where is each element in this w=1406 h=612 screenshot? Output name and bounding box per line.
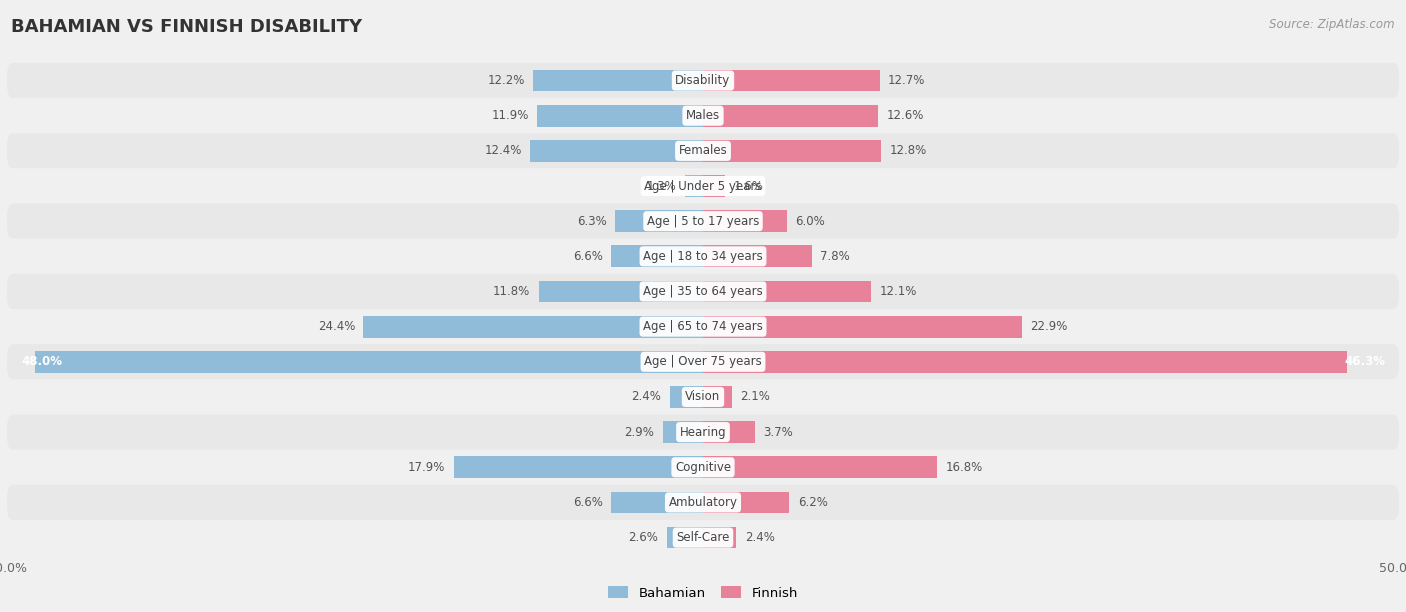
Text: 2.9%: 2.9% xyxy=(624,425,654,439)
Bar xyxy=(703,421,755,443)
Text: 2.4%: 2.4% xyxy=(631,390,661,403)
Text: 6.6%: 6.6% xyxy=(572,250,603,263)
Text: Cognitive: Cognitive xyxy=(675,461,731,474)
Bar xyxy=(537,105,703,127)
Text: Age | Under 5 years: Age | Under 5 years xyxy=(644,179,762,193)
FancyBboxPatch shape xyxy=(7,133,1399,168)
Text: Hearing: Hearing xyxy=(679,425,727,439)
Bar xyxy=(703,527,737,548)
Text: 12.7%: 12.7% xyxy=(889,74,925,87)
FancyBboxPatch shape xyxy=(7,450,1399,485)
Bar xyxy=(533,70,703,91)
Text: 12.1%: 12.1% xyxy=(880,285,917,298)
Text: 11.8%: 11.8% xyxy=(494,285,530,298)
FancyBboxPatch shape xyxy=(7,379,1399,414)
Text: Females: Females xyxy=(679,144,727,157)
Text: 2.1%: 2.1% xyxy=(741,390,770,403)
Bar xyxy=(703,491,789,513)
Bar xyxy=(703,245,811,267)
Text: BAHAMIAN VS FINNISH DISABILITY: BAHAMIAN VS FINNISH DISABILITY xyxy=(11,18,363,36)
Legend: Bahamian, Finnish: Bahamian, Finnish xyxy=(607,586,799,600)
Text: 6.0%: 6.0% xyxy=(794,215,824,228)
Text: Age | Over 75 years: Age | Over 75 years xyxy=(644,356,762,368)
Text: 1.3%: 1.3% xyxy=(647,179,676,193)
Text: Source: ZipAtlas.com: Source: ZipAtlas.com xyxy=(1270,18,1395,31)
Bar xyxy=(363,316,703,338)
FancyBboxPatch shape xyxy=(7,274,1399,309)
FancyBboxPatch shape xyxy=(7,344,1399,379)
Bar xyxy=(703,316,1022,338)
Text: 12.2%: 12.2% xyxy=(488,74,524,87)
Text: 3.7%: 3.7% xyxy=(763,425,793,439)
Text: 11.9%: 11.9% xyxy=(492,109,529,122)
FancyBboxPatch shape xyxy=(7,520,1399,555)
FancyBboxPatch shape xyxy=(7,63,1399,98)
Text: 6.6%: 6.6% xyxy=(572,496,603,509)
Text: Males: Males xyxy=(686,109,720,122)
Bar xyxy=(703,457,936,478)
Bar xyxy=(530,140,703,162)
Bar xyxy=(454,457,703,478)
Text: 2.4%: 2.4% xyxy=(745,531,775,544)
FancyBboxPatch shape xyxy=(7,309,1399,344)
Bar xyxy=(703,280,872,302)
Text: 12.8%: 12.8% xyxy=(890,144,927,157)
Text: 6.2%: 6.2% xyxy=(797,496,828,509)
Text: Age | 35 to 64 years: Age | 35 to 64 years xyxy=(643,285,763,298)
Bar xyxy=(685,175,703,197)
FancyBboxPatch shape xyxy=(7,414,1399,450)
Text: Age | 65 to 74 years: Age | 65 to 74 years xyxy=(643,320,763,333)
Bar xyxy=(703,175,725,197)
Text: 17.9%: 17.9% xyxy=(408,461,446,474)
Bar xyxy=(669,386,703,408)
Text: 22.9%: 22.9% xyxy=(1031,320,1067,333)
Bar xyxy=(666,527,703,548)
Bar xyxy=(616,211,703,232)
Bar xyxy=(612,245,703,267)
Text: Disability: Disability xyxy=(675,74,731,87)
Bar xyxy=(703,386,733,408)
Text: Self-Care: Self-Care xyxy=(676,531,730,544)
Bar xyxy=(662,421,703,443)
Text: Vision: Vision xyxy=(685,390,721,403)
Bar xyxy=(703,211,786,232)
FancyBboxPatch shape xyxy=(7,239,1399,274)
Bar xyxy=(35,351,703,373)
Text: 16.8%: 16.8% xyxy=(945,461,983,474)
Text: 12.4%: 12.4% xyxy=(485,144,522,157)
Text: 6.3%: 6.3% xyxy=(578,215,607,228)
Text: 7.8%: 7.8% xyxy=(820,250,849,263)
FancyBboxPatch shape xyxy=(7,485,1399,520)
Text: Age | 5 to 17 years: Age | 5 to 17 years xyxy=(647,215,759,228)
Bar xyxy=(612,491,703,513)
FancyBboxPatch shape xyxy=(7,168,1399,204)
FancyBboxPatch shape xyxy=(7,98,1399,133)
Text: 48.0%: 48.0% xyxy=(21,356,62,368)
Bar xyxy=(703,351,1347,373)
Bar xyxy=(538,280,703,302)
Bar xyxy=(703,70,880,91)
Text: 1.6%: 1.6% xyxy=(734,179,763,193)
Text: 12.6%: 12.6% xyxy=(887,109,924,122)
Bar xyxy=(703,105,879,127)
FancyBboxPatch shape xyxy=(7,204,1399,239)
Text: 2.6%: 2.6% xyxy=(628,531,658,544)
Text: Ambulatory: Ambulatory xyxy=(668,496,738,509)
Text: 24.4%: 24.4% xyxy=(318,320,354,333)
Text: 46.3%: 46.3% xyxy=(1344,356,1385,368)
Bar xyxy=(703,140,882,162)
Text: Age | 18 to 34 years: Age | 18 to 34 years xyxy=(643,250,763,263)
